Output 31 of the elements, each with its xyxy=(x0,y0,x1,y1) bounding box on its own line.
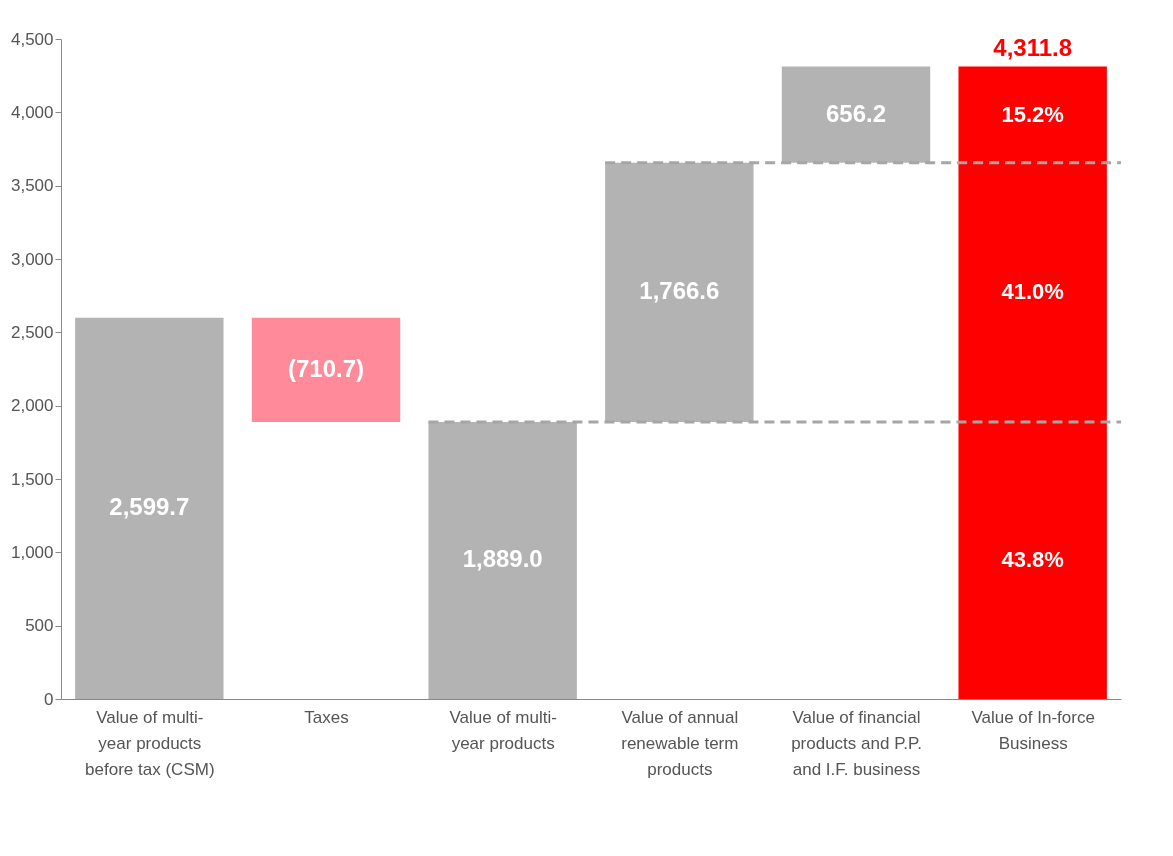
y-tick-label: 0 xyxy=(44,689,54,709)
x-tick-label: Value of financial products and P.P. and I.F. business xyxy=(791,707,922,779)
x-tick-label: Taxes xyxy=(304,707,349,727)
data-label: 1,766.6 xyxy=(639,277,720,305)
annotation: 15.2% xyxy=(1001,101,1064,127)
x-tick-label: Value of In-force Business xyxy=(971,707,1095,753)
x-tick-label: Value of multi-year products before tax (CSM) xyxy=(85,707,215,779)
x-tick-label: Value of annual renewable term products xyxy=(621,707,739,779)
bar xyxy=(251,317,401,422)
y-tick-label: 3,000 xyxy=(10,249,54,269)
data-label: 656.2 xyxy=(825,99,887,127)
data-label: 2,599.7 xyxy=(109,493,190,521)
y-tick-label: 2,500 xyxy=(10,322,54,342)
y-tick-label: 500 xyxy=(25,616,54,636)
data-label: 4,311.8 xyxy=(993,33,1073,61)
bar xyxy=(605,162,754,422)
y-tick-label: 1,500 xyxy=(10,469,54,489)
annotation: 43.8% xyxy=(1001,547,1064,573)
x-tick-label: Value of multi-year products xyxy=(449,707,557,753)
bar xyxy=(958,66,1107,699)
bar xyxy=(781,66,931,163)
annotation: 41.0% xyxy=(1001,279,1064,305)
y-tick-label: 1,000 xyxy=(10,542,54,562)
data-label: 1,889.0 xyxy=(462,545,543,573)
y-tick-label: 4,000 xyxy=(10,102,54,122)
y-tick-label: 3,500 xyxy=(10,176,54,196)
y-tick-label: 2,000 xyxy=(10,396,54,416)
y-tick-label: 4,500 xyxy=(10,29,54,49)
data-label: (710.7) xyxy=(287,354,365,382)
bar xyxy=(75,317,224,699)
bar xyxy=(428,421,577,699)
